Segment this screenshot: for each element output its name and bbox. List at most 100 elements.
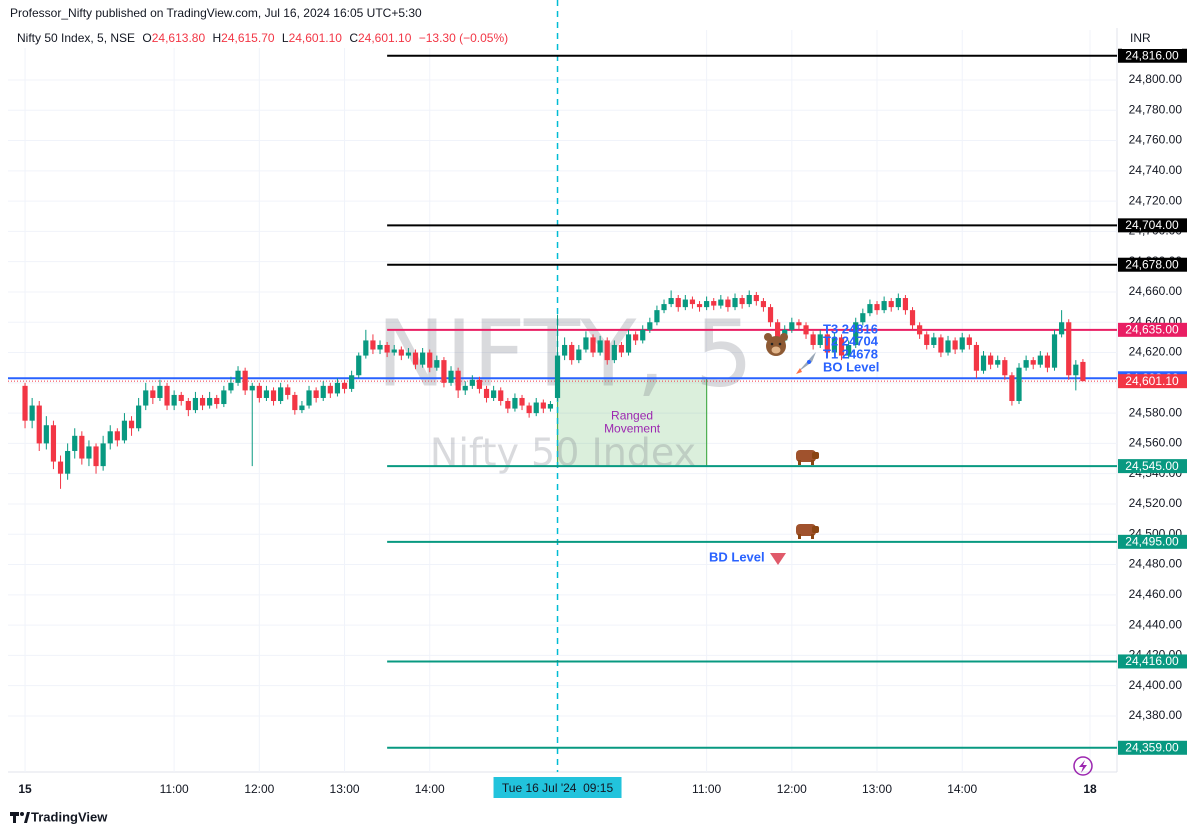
- rocket-icon: [796, 352, 816, 374]
- candle-body: [704, 301, 710, 308]
- ohlc-value: 24,615.70: [221, 31, 275, 45]
- range-box-label: Movement: [604, 421, 661, 435]
- candle-body: [647, 322, 653, 330]
- candle-body: [65, 450, 71, 474]
- candle-body: [633, 334, 639, 341]
- logo[interactable]: [10, 812, 30, 823]
- candle-body: [157, 385, 163, 398]
- candle-body: [973, 344, 980, 371]
- ohlc-key: H: [212, 31, 221, 45]
- y-tick-label: 24,520.00: [1129, 496, 1183, 510]
- candle-body: [313, 390, 319, 398]
- candle-body: [824, 334, 830, 353]
- candle-body: [377, 344, 383, 350]
- candle-body: [341, 382, 348, 389]
- candle-body: [43, 425, 49, 444]
- candle-body: [349, 375, 355, 389]
- ohlc-value: 24,601.10: [358, 31, 412, 45]
- candle-body: [881, 301, 887, 311]
- candle-body: [114, 431, 120, 441]
- level-label: 24,359.00: [1125, 740, 1179, 754]
- candle-body: [292, 394, 298, 411]
- y-tick-label: 24,780.00: [1129, 102, 1183, 116]
- candle-body: [512, 397, 518, 409]
- level-label: 24,545.00: [1125, 459, 1179, 473]
- x-tick-label: 12:00: [244, 782, 274, 796]
- candle-body: [356, 355, 362, 376]
- candle-body: [1044, 355, 1051, 368]
- candle-body: [256, 385, 262, 398]
- candle-body: [569, 344, 575, 361]
- candle-body: [725, 299, 731, 308]
- candle-body: [29, 405, 35, 421]
- bear-icon: [764, 333, 788, 356]
- x-tick-label: 12:00: [777, 782, 807, 796]
- candle-body: [221, 390, 227, 405]
- candle-body: [675, 298, 681, 308]
- level-label-bg: [1118, 534, 1187, 549]
- candle-body: [1059, 322, 1065, 335]
- symbol: Nifty 50 Index, 5, NSE: [17, 31, 135, 45]
- watermark-name: Nifty 50 Index: [430, 431, 696, 475]
- candle-body: [1030, 360, 1036, 365]
- candle-body: [1051, 334, 1058, 368]
- candle-body: [100, 443, 106, 467]
- candle-body: [831, 337, 838, 353]
- candle-body: [448, 370, 454, 383]
- candle-body: [207, 397, 213, 406]
- candle-body: [391, 349, 397, 353]
- level-label: 24,816.00: [1125, 48, 1179, 62]
- ox-icon: [796, 524, 819, 539]
- candle-body: [789, 322, 795, 330]
- candle-body: [931, 337, 937, 345]
- level-label: 24,704.00: [1125, 218, 1179, 232]
- candle-body: [583, 337, 589, 350]
- x-tick-label: 14:00: [947, 782, 977, 796]
- candle-body: [1016, 367, 1022, 401]
- candle-body: [1002, 360, 1008, 376]
- candle-body: [72, 435, 78, 451]
- brand: TradingView: [31, 809, 108, 824]
- level-label: 24,601.10: [1125, 374, 1179, 388]
- candle-body: [554, 355, 561, 398]
- candle-body: [817, 334, 823, 345]
- candle-body: [299, 405, 305, 411]
- y-tick-label: 24,580.00: [1129, 405, 1183, 419]
- candle-body: [796, 322, 802, 326]
- lightning-icon[interactable]: [1073, 756, 1093, 776]
- ohlc-key: C: [349, 31, 358, 45]
- candle-body: [860, 313, 866, 323]
- candle-body: [1080, 361, 1086, 382]
- crosshair-label-bg: [493, 777, 622, 798]
- candle-body: [405, 352, 412, 356]
- candle-body: [661, 304, 667, 311]
- candle-body: [1066, 322, 1072, 376]
- candle-body: [668, 298, 674, 305]
- publish-note: Professor_Nifty published on TradingView…: [10, 6, 422, 20]
- candle-body: [760, 301, 767, 308]
- candle-body: [285, 387, 291, 395]
- candle-body: [959, 337, 965, 350]
- candle-body: [739, 298, 745, 305]
- candle-body: [107, 431, 113, 444]
- candle-body: [57, 461, 64, 474]
- candle-body: [128, 420, 135, 429]
- candle-body: [150, 390, 156, 398]
- candle-body: [79, 435, 85, 459]
- candle-body: [278, 387, 284, 401]
- candle-body: [214, 397, 220, 405]
- candle-body: [853, 322, 859, 345]
- candle-body: [476, 379, 483, 389]
- candle-body: [654, 310, 660, 323]
- candle-body: [696, 304, 703, 308]
- candle-body: [441, 360, 447, 383]
- range-box: [556, 377, 708, 467]
- level-label-bg: [1118, 374, 1187, 389]
- candle-body: [924, 334, 930, 345]
- ohlc-key: L: [282, 31, 289, 45]
- x-tick-label: 18: [1083, 782, 1097, 796]
- y-tick-label: 24,760.00: [1129, 133, 1183, 147]
- candle-body: [711, 301, 717, 306]
- candle-body: [370, 340, 376, 350]
- candle-body: [427, 352, 433, 368]
